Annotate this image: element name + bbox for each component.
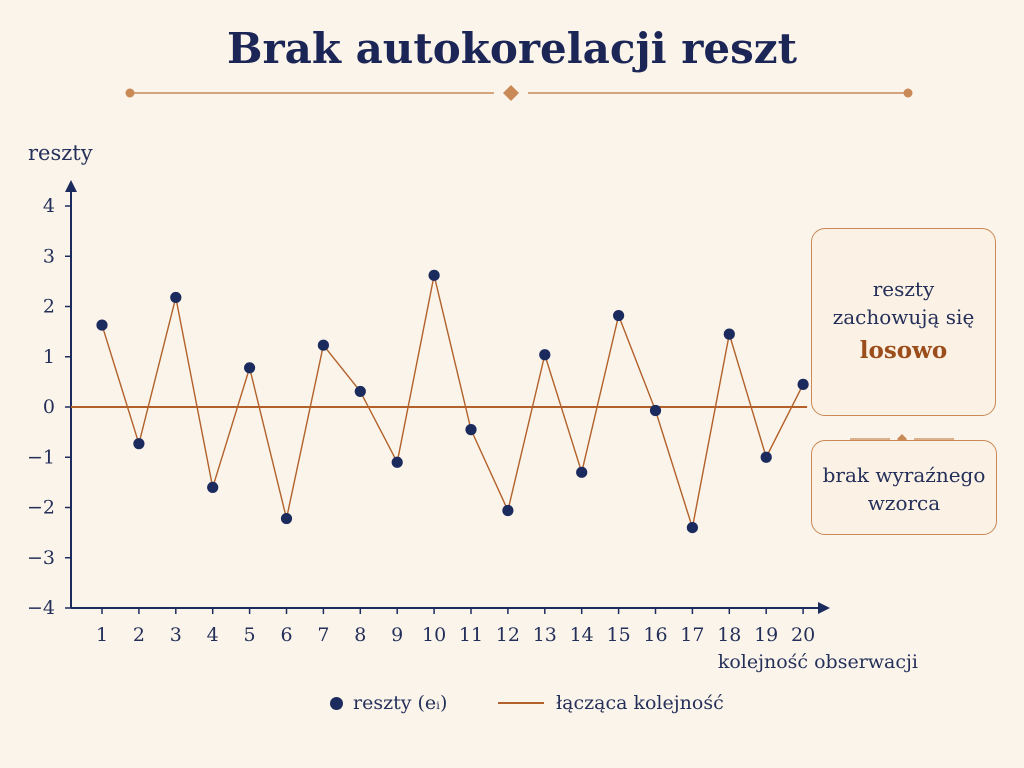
x-tick-label: 11 xyxy=(459,624,483,646)
data-point xyxy=(465,424,477,436)
x-tick-label: 1 xyxy=(96,624,108,646)
divider-dot-icon xyxy=(125,88,135,98)
data-point xyxy=(797,378,809,390)
data-point xyxy=(96,319,108,331)
y-tick-label: −1 xyxy=(27,446,55,468)
x-tick-label: 2 xyxy=(133,624,145,646)
y-tick-label: 0 xyxy=(43,396,55,418)
data-point xyxy=(170,291,182,304)
x-axis-label: kolejność obserwacji xyxy=(717,651,918,673)
legend-item-points: reszty (eᵢ) xyxy=(330,692,447,714)
legend-item-line: łącząca kolejność xyxy=(498,692,724,714)
x-tick-label: 17 xyxy=(680,624,704,646)
annotation-card-random: reszty zachowują się losowo xyxy=(811,228,996,416)
legend-marker-icon xyxy=(330,696,343,710)
data-point xyxy=(244,362,256,374)
annotation-highlight: losowo xyxy=(859,337,948,364)
data-point xyxy=(317,339,329,351)
x-tick-label: 6 xyxy=(280,624,292,646)
x-tick-label: 8 xyxy=(354,624,366,646)
y-tick-label: 2 xyxy=(43,296,55,318)
x-tick-label: 13 xyxy=(533,624,557,646)
y-tick-label: −4 xyxy=(27,597,55,619)
x-tick-label: 9 xyxy=(391,624,403,646)
data-point xyxy=(428,269,440,281)
y-axis-label: reszty xyxy=(28,141,93,165)
divider-diamond-icon xyxy=(503,85,519,101)
y-tick-label: −2 xyxy=(27,497,55,519)
annotation-card-no-pattern: brak wyraźnego wzorca xyxy=(811,440,997,535)
x-tick-label: 4 xyxy=(207,624,219,646)
y-axis-arrow-icon xyxy=(65,180,77,192)
data-point xyxy=(723,328,735,340)
x-tick-label: 20 xyxy=(791,624,815,646)
divider-dot-icon xyxy=(903,88,913,98)
x-tick-label: 7 xyxy=(317,624,329,646)
y-tick-label: 1 xyxy=(43,346,55,368)
data-point xyxy=(613,309,625,322)
x-tick-label: 5 xyxy=(244,624,256,646)
legend-label-line: łącząca kolejność xyxy=(556,692,724,714)
data-point xyxy=(576,466,588,478)
x-tick-label: 14 xyxy=(570,624,594,646)
data-point xyxy=(391,456,403,468)
data-point xyxy=(354,385,366,398)
x-tick-label: 12 xyxy=(496,624,520,646)
data-point xyxy=(502,504,514,517)
x-axis-arrow-icon xyxy=(818,602,830,614)
data-point xyxy=(133,438,145,450)
data-point xyxy=(280,512,293,525)
annotation-line-1: brak wyraźnego xyxy=(822,463,986,487)
y-tick-label: −3 xyxy=(27,547,55,569)
annotation-line-1: reszty xyxy=(872,277,935,301)
data-point xyxy=(760,451,772,463)
x-tick-label: 15 xyxy=(607,624,631,646)
x-tick-label: 19 xyxy=(754,624,778,646)
annotation-line-2: zachowują się xyxy=(832,305,975,329)
data-point xyxy=(539,349,551,361)
y-tick-label: 4 xyxy=(43,195,55,217)
x-tick-label: 3 xyxy=(170,624,182,646)
series-line xyxy=(101,274,804,529)
x-tick-label: 16 xyxy=(643,624,667,646)
x-tick-label: 18 xyxy=(717,624,741,646)
legend-line-icon xyxy=(498,702,544,704)
legend-label-points: reszty (eᵢ) xyxy=(353,692,448,714)
y-tick-label: 3 xyxy=(43,245,55,267)
annotation-line-2: wzorca xyxy=(867,491,941,515)
x-tick-label: 10 xyxy=(422,624,446,646)
chart-title: Brak autokorelacji reszt xyxy=(227,24,797,73)
data-point xyxy=(649,404,662,417)
data-point xyxy=(686,522,699,534)
data-point xyxy=(207,481,219,493)
